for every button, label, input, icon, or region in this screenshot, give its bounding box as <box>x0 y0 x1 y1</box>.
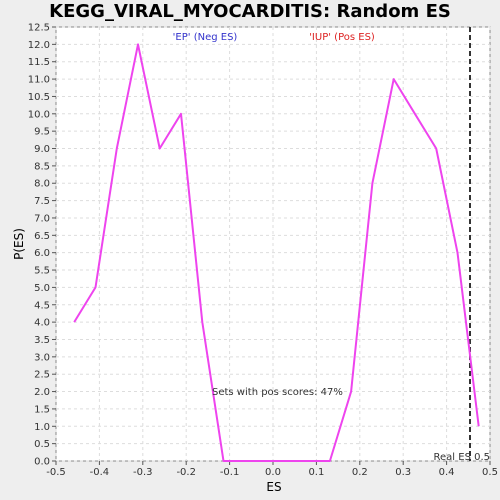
x-tick-label: 0.2 <box>352 467 368 478</box>
legend-pos: 'IUP' (Pos ES) <box>309 32 375 43</box>
y-tick-label: 2.5 <box>34 370 50 381</box>
x-tick-label: -0.3 <box>133 467 153 478</box>
x-tick-label: -0.5 <box>46 467 66 478</box>
real-es-label: Real ES 0.5 <box>434 452 490 463</box>
x-tick-label: 0.1 <box>308 467 324 478</box>
y-tick-label: 6.0 <box>34 248 50 259</box>
pos-scores-annotation: Sets with pos scores: 47% <box>212 387 343 398</box>
y-tick-label: 7.0 <box>34 213 50 224</box>
y-tick-label: 0.5 <box>34 439 50 450</box>
y-tick-label: 12.0 <box>28 40 50 51</box>
y-tick-label: 10.5 <box>28 92 50 103</box>
series-line <box>73 43 480 462</box>
y-tick-label: 8.0 <box>34 179 50 190</box>
x-tick-label: -0.4 <box>90 467 110 478</box>
x-tick-label: 0.3 <box>395 467 411 478</box>
y-tick-label: 5.5 <box>34 266 50 277</box>
y-tick-label: 2.0 <box>34 387 50 398</box>
y-tick-label: 4.0 <box>34 318 50 329</box>
y-tick-label: 11.5 <box>28 57 50 68</box>
x-axis-ticks: -0.5 -0.4 -0.3 -0.2 -0.1 0.0 0.1 0.2 0.3 0.4 0.5 <box>46 461 498 478</box>
y-tick-label: 9.5 <box>34 127 50 138</box>
legend-neg: 'EP' (Neg ES) <box>173 32 238 43</box>
grid-lines <box>55 26 491 462</box>
x-axis-label: ES <box>266 480 281 494</box>
y-tick-label: 12.5 <box>28 23 50 34</box>
y-tick-label: 0.0 <box>34 457 50 468</box>
y-tick-label: 7.5 <box>34 196 50 207</box>
y-tick-label: 9.0 <box>34 144 50 155</box>
y-tick-label: 10.0 <box>28 109 50 120</box>
y-tick-label: 8.5 <box>34 161 50 172</box>
y-tick-label: 1.5 <box>34 404 50 415</box>
y-axis-label: P(ES) <box>12 228 26 260</box>
y-tick-label: 6.5 <box>34 231 50 242</box>
y-tick-label: 3.0 <box>34 352 50 363</box>
x-tick-label: 0.0 <box>265 467 281 478</box>
y-tick-label: 4.5 <box>34 300 50 311</box>
y-tick-label: 3.5 <box>34 335 50 346</box>
y-axis-ticks: 0.0 0.5 1.0 1.5 2.0 2.5 3.0 3.5 4.0 4.5 5.0 5.5 6.0 6… <box>28 23 56 468</box>
y-tick-label: 5.0 <box>34 283 50 294</box>
x-tick-label: -0.1 <box>220 467 240 478</box>
y-tick-label: 1.0 <box>34 422 50 433</box>
x-tick-label: 0.4 <box>439 467 455 478</box>
x-tick-label: 0.5 <box>482 467 498 478</box>
y-tick-label: 11.0 <box>28 75 50 86</box>
x-tick-label: -0.2 <box>176 467 196 478</box>
